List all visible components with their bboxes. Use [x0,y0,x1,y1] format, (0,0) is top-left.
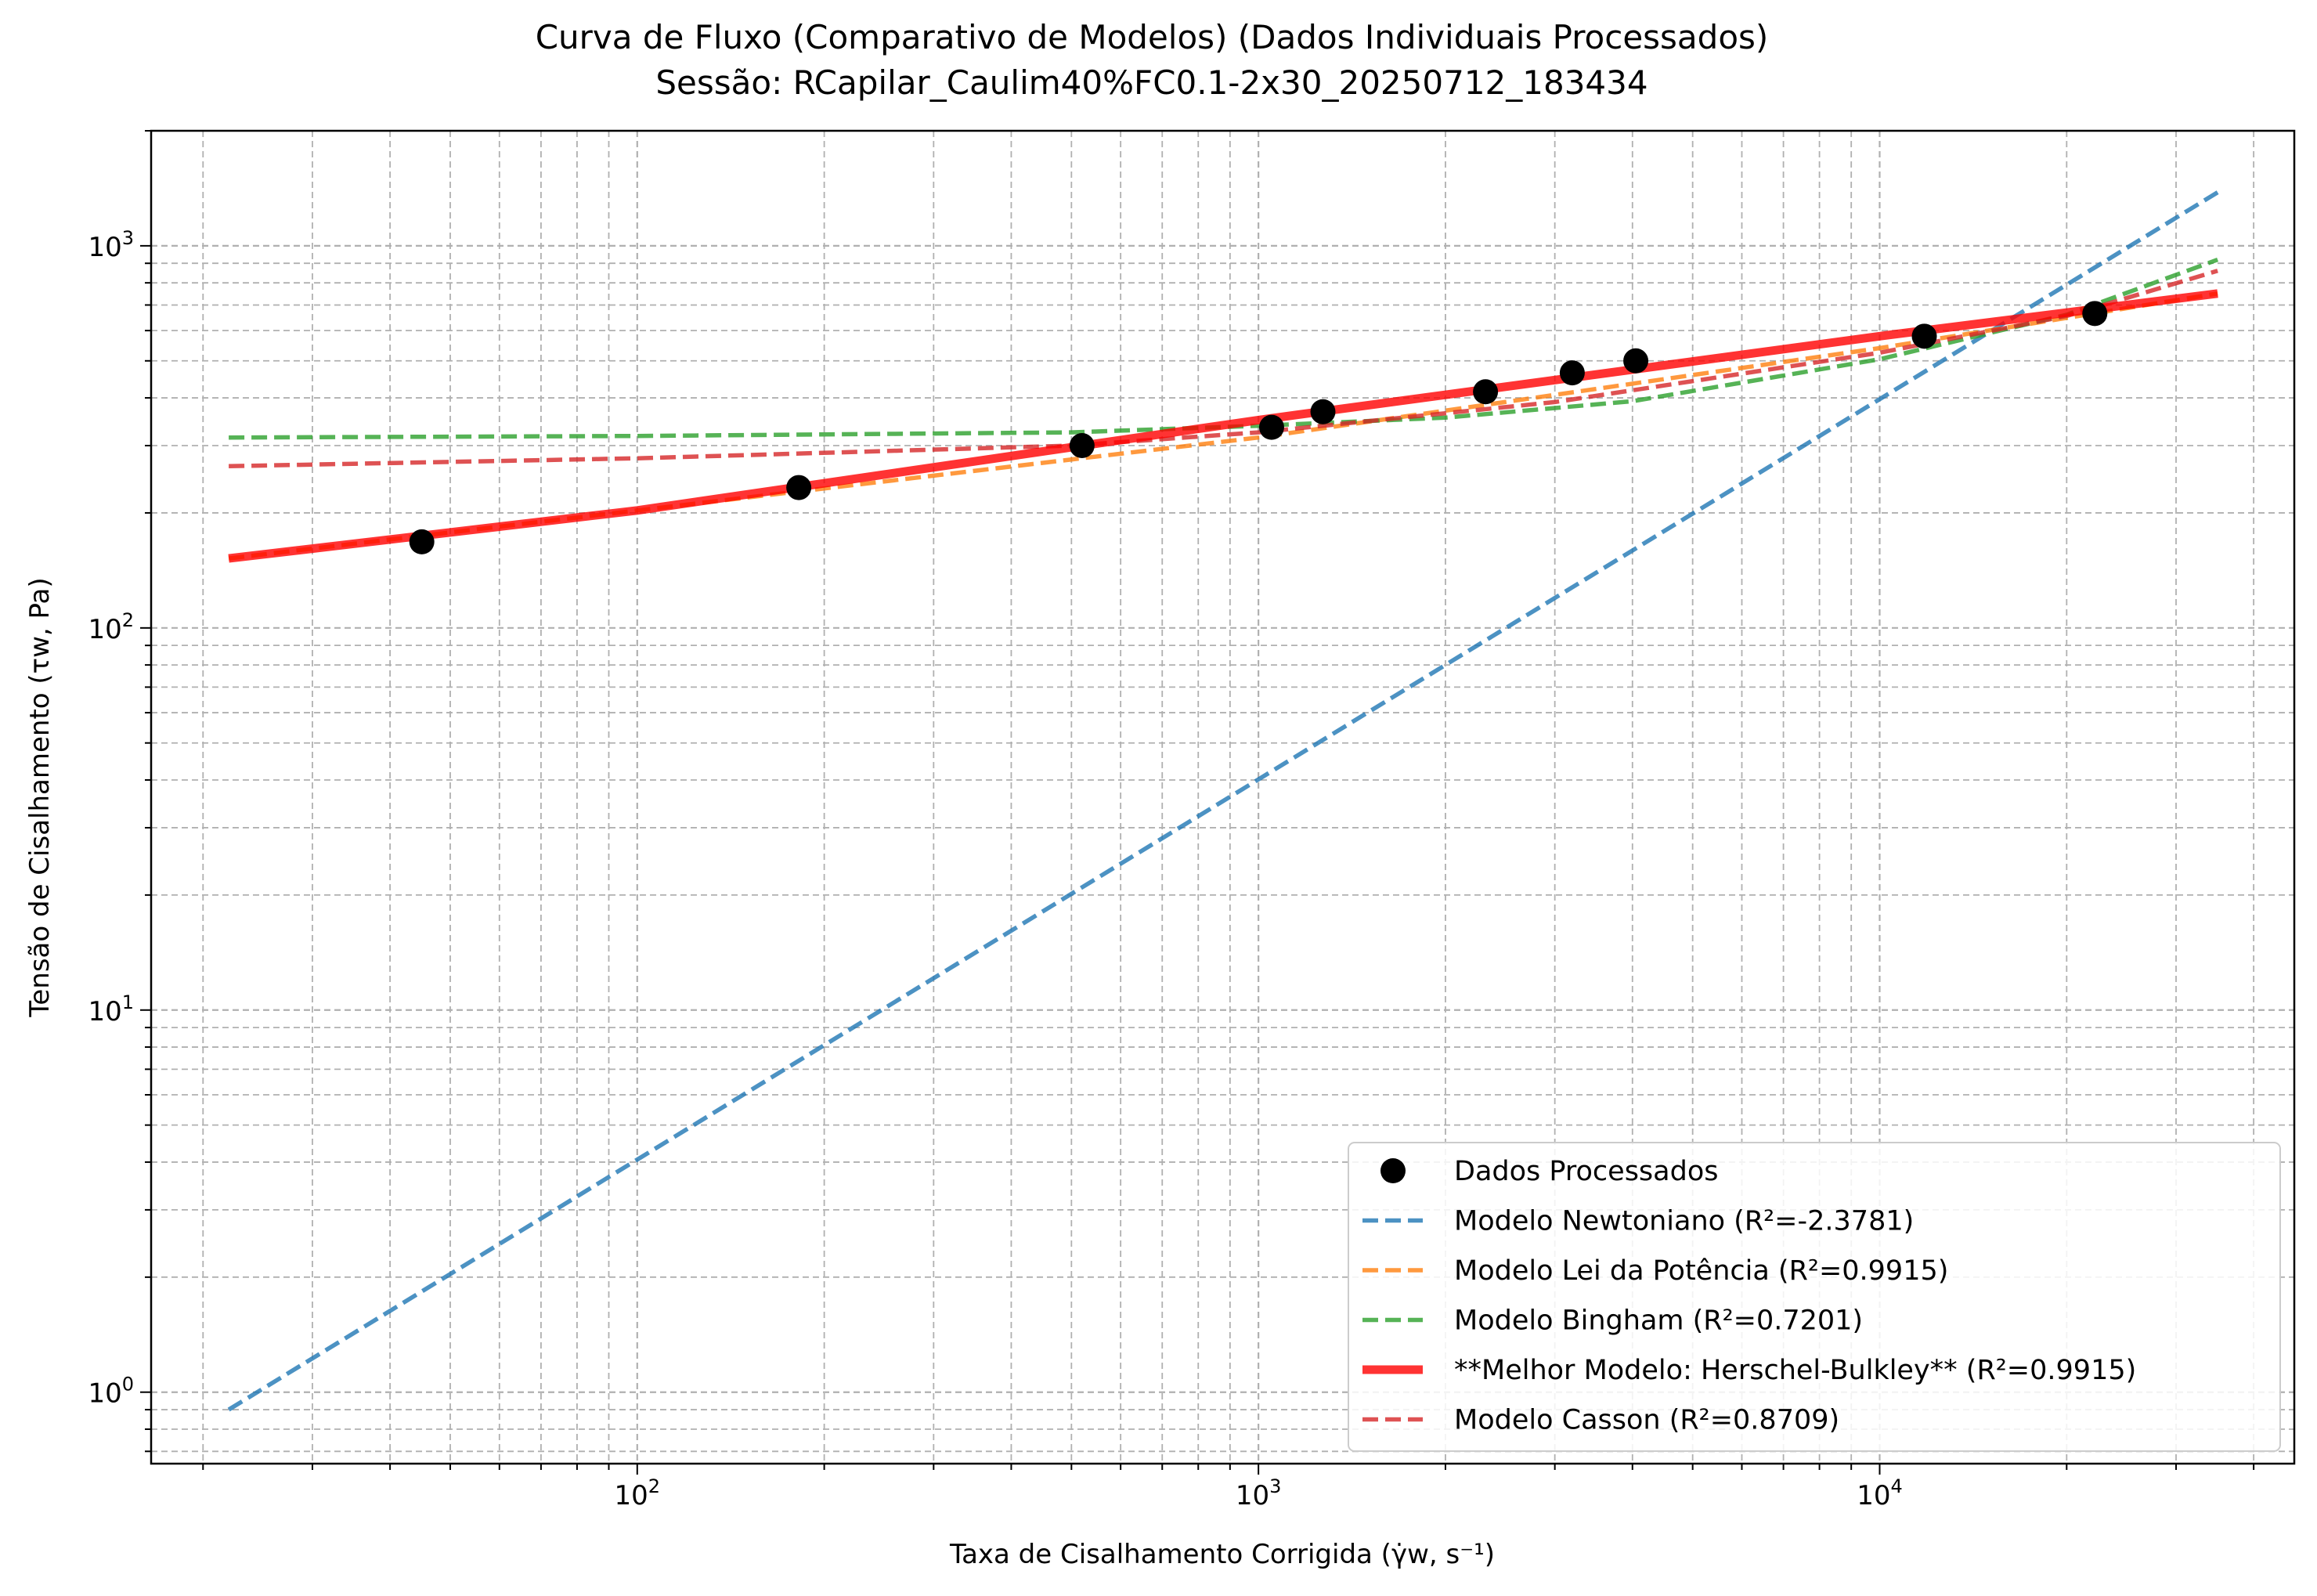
axis-ticks: 102 103 104 100 101 102 103 [88,130,2255,1511]
y-axis-label: Tensão de Cisalhamento (τw, Pa) [24,577,56,1017]
legend-label: Modelo Newtoniano (R²=-2.3781) [1454,1206,1914,1237]
y-tick-label: 102 [88,609,134,645]
data-point [1258,414,1284,440]
plot-series [227,190,2219,1412]
x-tick-label: 103 [1236,1475,1282,1511]
y-tick-label: 100 [88,1374,134,1410]
legend-label: Modelo Bingham (R²=0.7201) [1454,1305,1863,1337]
legend-marker [1380,1158,1406,1183]
series-line [229,269,2218,469]
legend-label: Modelo Lei da Potência (R²=0.9915) [1454,1255,1948,1287]
legend-box [1348,1142,2281,1452]
data-point [1473,379,1499,405]
legend-label: Dados Processados [1454,1156,1718,1187]
legend-label: **Melhor Modelo: Herschel-Bulkley** (R²=… [1454,1355,2136,1386]
x-tick-label: 102 [615,1475,661,1511]
chart-title: Curva de Fluxo (Comparativo de Modelos) … [536,18,1769,56]
data-point [1911,323,1937,349]
data-point [409,529,435,554]
chart-subtitle: Sessão: RCapilar_Caulim40%FC0.1-2x30_202… [655,63,1648,102]
data-point [1310,399,1336,424]
y-tick-label: 101 [88,991,134,1027]
x-tick-label: 104 [1857,1475,1903,1511]
series-line [227,190,2219,1412]
data-point [786,475,812,500]
data-point [1559,360,1585,386]
data-point [2082,301,2108,327]
x-axis-label: Taxa de Cisalhamento Corrigida (γ̇w, s⁻¹… [949,1539,1495,1570]
legend: Dados Processados Modelo Newtoniano (R²=-… [1348,1142,2281,1452]
plot-frame [150,129,2296,1465]
y-tick-label: 103 [88,227,134,263]
legend-label: Modelo Casson (R²=0.8709) [1454,1405,1839,1436]
series-line [228,289,2218,563]
data-point [1623,348,1649,374]
data-point [1069,433,1095,459]
